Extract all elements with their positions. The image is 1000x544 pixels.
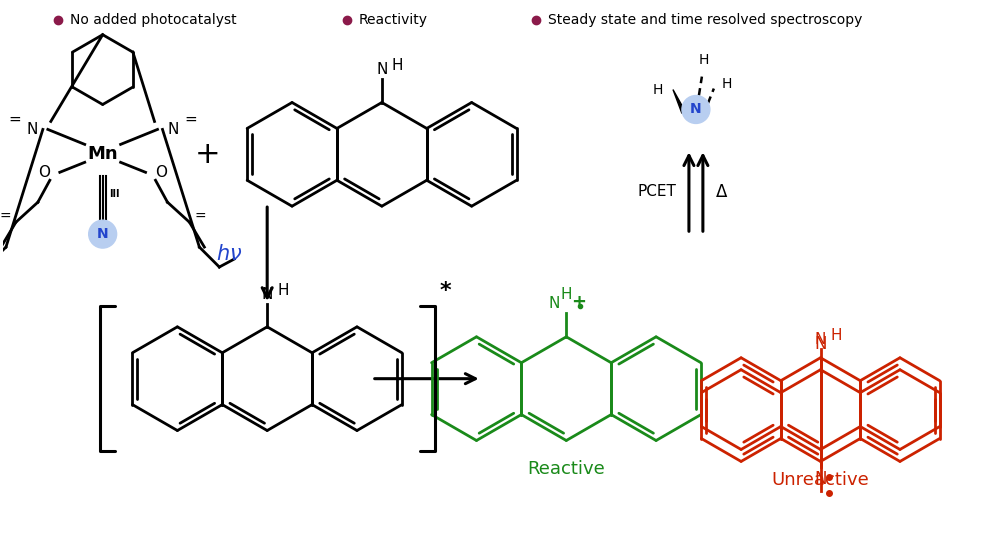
Text: Steady state and time resolved spectroscopy: Steady state and time resolved spectrosc…	[548, 13, 863, 27]
Text: Reactive: Reactive	[527, 460, 605, 478]
Text: Unreactive: Unreactive	[772, 472, 869, 490]
Text: Δ: Δ	[716, 183, 727, 201]
Text: N: N	[690, 102, 702, 116]
Text: N: N	[167, 122, 179, 137]
Text: III: III	[109, 189, 119, 199]
Circle shape	[89, 220, 117, 248]
Text: H: H	[831, 328, 842, 343]
Circle shape	[682, 96, 710, 123]
Text: +: +	[571, 293, 586, 312]
Text: H: H	[722, 77, 732, 90]
Text: N: N	[549, 296, 560, 312]
Text: N: N	[814, 471, 827, 489]
Text: N: N	[261, 287, 273, 301]
Text: O: O	[38, 165, 50, 180]
Text: N: N	[815, 332, 826, 347]
Text: N: N	[97, 227, 108, 241]
Polygon shape	[673, 90, 682, 114]
Text: Reactivity: Reactivity	[359, 13, 428, 27]
Text: N: N	[814, 335, 827, 353]
Text: H: H	[561, 287, 572, 301]
Text: No added photocatalyst: No added photocatalyst	[70, 13, 236, 27]
Text: H: H	[392, 58, 403, 73]
Text: =: =	[9, 112, 21, 127]
Text: H: H	[277, 282, 289, 298]
Text: $h\nu$: $h\nu$	[216, 244, 242, 264]
Text: O: O	[156, 165, 168, 180]
Text: =: =	[184, 112, 197, 127]
Text: =: =	[194, 210, 206, 224]
Text: N: N	[26, 122, 38, 137]
Text: Mn: Mn	[87, 145, 118, 163]
Text: *: *	[440, 281, 451, 301]
Text: H: H	[699, 53, 709, 66]
Text: =: =	[0, 210, 11, 224]
Text: N: N	[376, 62, 388, 77]
Text: +: +	[195, 140, 220, 169]
Text: PCET: PCET	[637, 184, 676, 199]
Text: H: H	[653, 83, 663, 96]
